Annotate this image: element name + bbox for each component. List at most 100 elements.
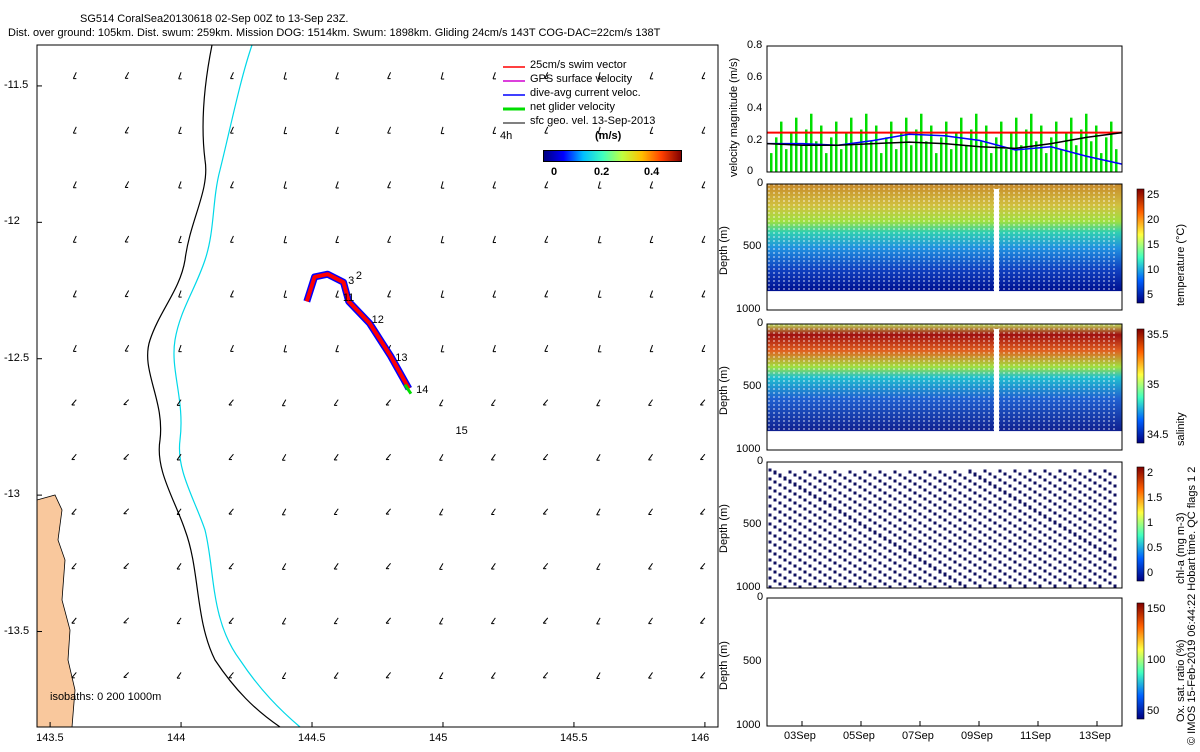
chla-dot [898, 536, 902, 540]
current-arrow [176, 672, 182, 679]
chla-dot [1078, 526, 1082, 530]
chla-dot [928, 554, 932, 558]
chla-dot [1053, 575, 1057, 579]
chla-dot [1043, 533, 1047, 537]
chla-dot [1113, 502, 1117, 506]
chla-dot [818, 470, 822, 474]
net-velocity-bar [1075, 145, 1078, 172]
chla-dot [1108, 499, 1112, 503]
chla-dot [878, 524, 882, 528]
profile-ytick-oxygen: 0 [757, 591, 764, 603]
chla-dot [918, 530, 922, 534]
chla-dot [943, 572, 947, 576]
chla-dot [773, 507, 777, 511]
chla-dot [983, 515, 987, 519]
net-velocity-bar [1040, 125, 1043, 172]
chla-dot [973, 491, 977, 495]
chla-dot [993, 503, 997, 507]
chla-dot [943, 554, 947, 558]
profile-ytick-temperature: 500 [743, 240, 762, 252]
chla-dot [823, 546, 827, 550]
chla-dot [823, 500, 827, 504]
chla-dot [928, 491, 932, 495]
chla-dot [933, 576, 937, 580]
chla-dot [913, 564, 917, 568]
current-arrow [335, 344, 339, 353]
chla-dot [978, 475, 982, 479]
chla-dot [1018, 536, 1022, 540]
chla-dot [878, 488, 882, 492]
chla-dot [778, 501, 782, 505]
chla-dot [943, 509, 947, 513]
current-arrow [72, 181, 77, 189]
chla-dot [978, 584, 982, 588]
current-arrow [71, 508, 77, 515]
chla-dot [983, 560, 987, 564]
chla-dot [988, 500, 992, 504]
chla-dot [823, 582, 827, 586]
chla-dot [1083, 538, 1087, 542]
profile-fill-temperature [767, 184, 1122, 292]
chla-dot [1113, 511, 1117, 515]
chla-dot [928, 518, 932, 522]
current-arrow [440, 126, 445, 135]
chla-dot [878, 470, 882, 474]
velocity-ytick-label: 0.4 [747, 102, 763, 114]
chla-dot [1078, 508, 1082, 512]
chla-dot [1033, 518, 1037, 522]
chla-dot [1108, 581, 1112, 585]
chla-dot [863, 524, 867, 528]
chla-dot [888, 539, 892, 543]
colorbar-tick-2: 0.4 [644, 166, 660, 178]
chla-dot [998, 487, 1002, 491]
chla-dot [868, 500, 872, 504]
chla-dot [888, 512, 892, 516]
chla-dot [1068, 529, 1072, 533]
chla-dot [913, 500, 917, 504]
chla-dot [1033, 508, 1037, 512]
current-arrow [385, 562, 391, 570]
chla-dot [968, 506, 972, 510]
chla-dot [863, 488, 867, 492]
chla-dot [863, 543, 867, 547]
chla-dot [778, 573, 782, 577]
chla-dot [783, 476, 787, 480]
chla-dot [1088, 578, 1092, 582]
chla-dot [793, 546, 797, 550]
chla-dot [963, 539, 967, 543]
chla-dot [938, 497, 942, 501]
chla-dot [958, 536, 962, 540]
chla-dot [863, 470, 867, 474]
current-arrow [124, 235, 130, 243]
chla-dot [873, 503, 877, 507]
chla-dot [1058, 533, 1062, 537]
chla-dot [948, 503, 952, 507]
chla-dot [888, 476, 892, 480]
chla-dot [908, 542, 912, 546]
chla-dot [933, 485, 937, 489]
chla-dot [968, 524, 972, 528]
chla-dot [803, 552, 807, 556]
chla-dot [1068, 475, 1072, 479]
chla-dot [883, 536, 887, 540]
chla-dot [838, 473, 842, 477]
chla-dot [873, 558, 877, 562]
chla-dot [988, 581, 992, 585]
chla-dot [893, 515, 897, 519]
net-velocity-bar [775, 137, 778, 172]
chla-dot [853, 491, 857, 495]
chla-dot [1008, 584, 1012, 588]
chla-dot [933, 557, 937, 561]
chla-dot [988, 527, 992, 531]
chla-dot [913, 582, 917, 586]
chla-dot [798, 531, 802, 535]
current-arrow [281, 508, 287, 516]
current-arrow [123, 399, 130, 406]
chla-dot [903, 512, 907, 516]
chla-dot [943, 536, 947, 540]
chla-dot [783, 531, 787, 535]
chla-dot [1063, 536, 1067, 540]
chla-dot [828, 476, 832, 480]
chla-dot [953, 578, 957, 582]
chla-dot [893, 497, 897, 501]
